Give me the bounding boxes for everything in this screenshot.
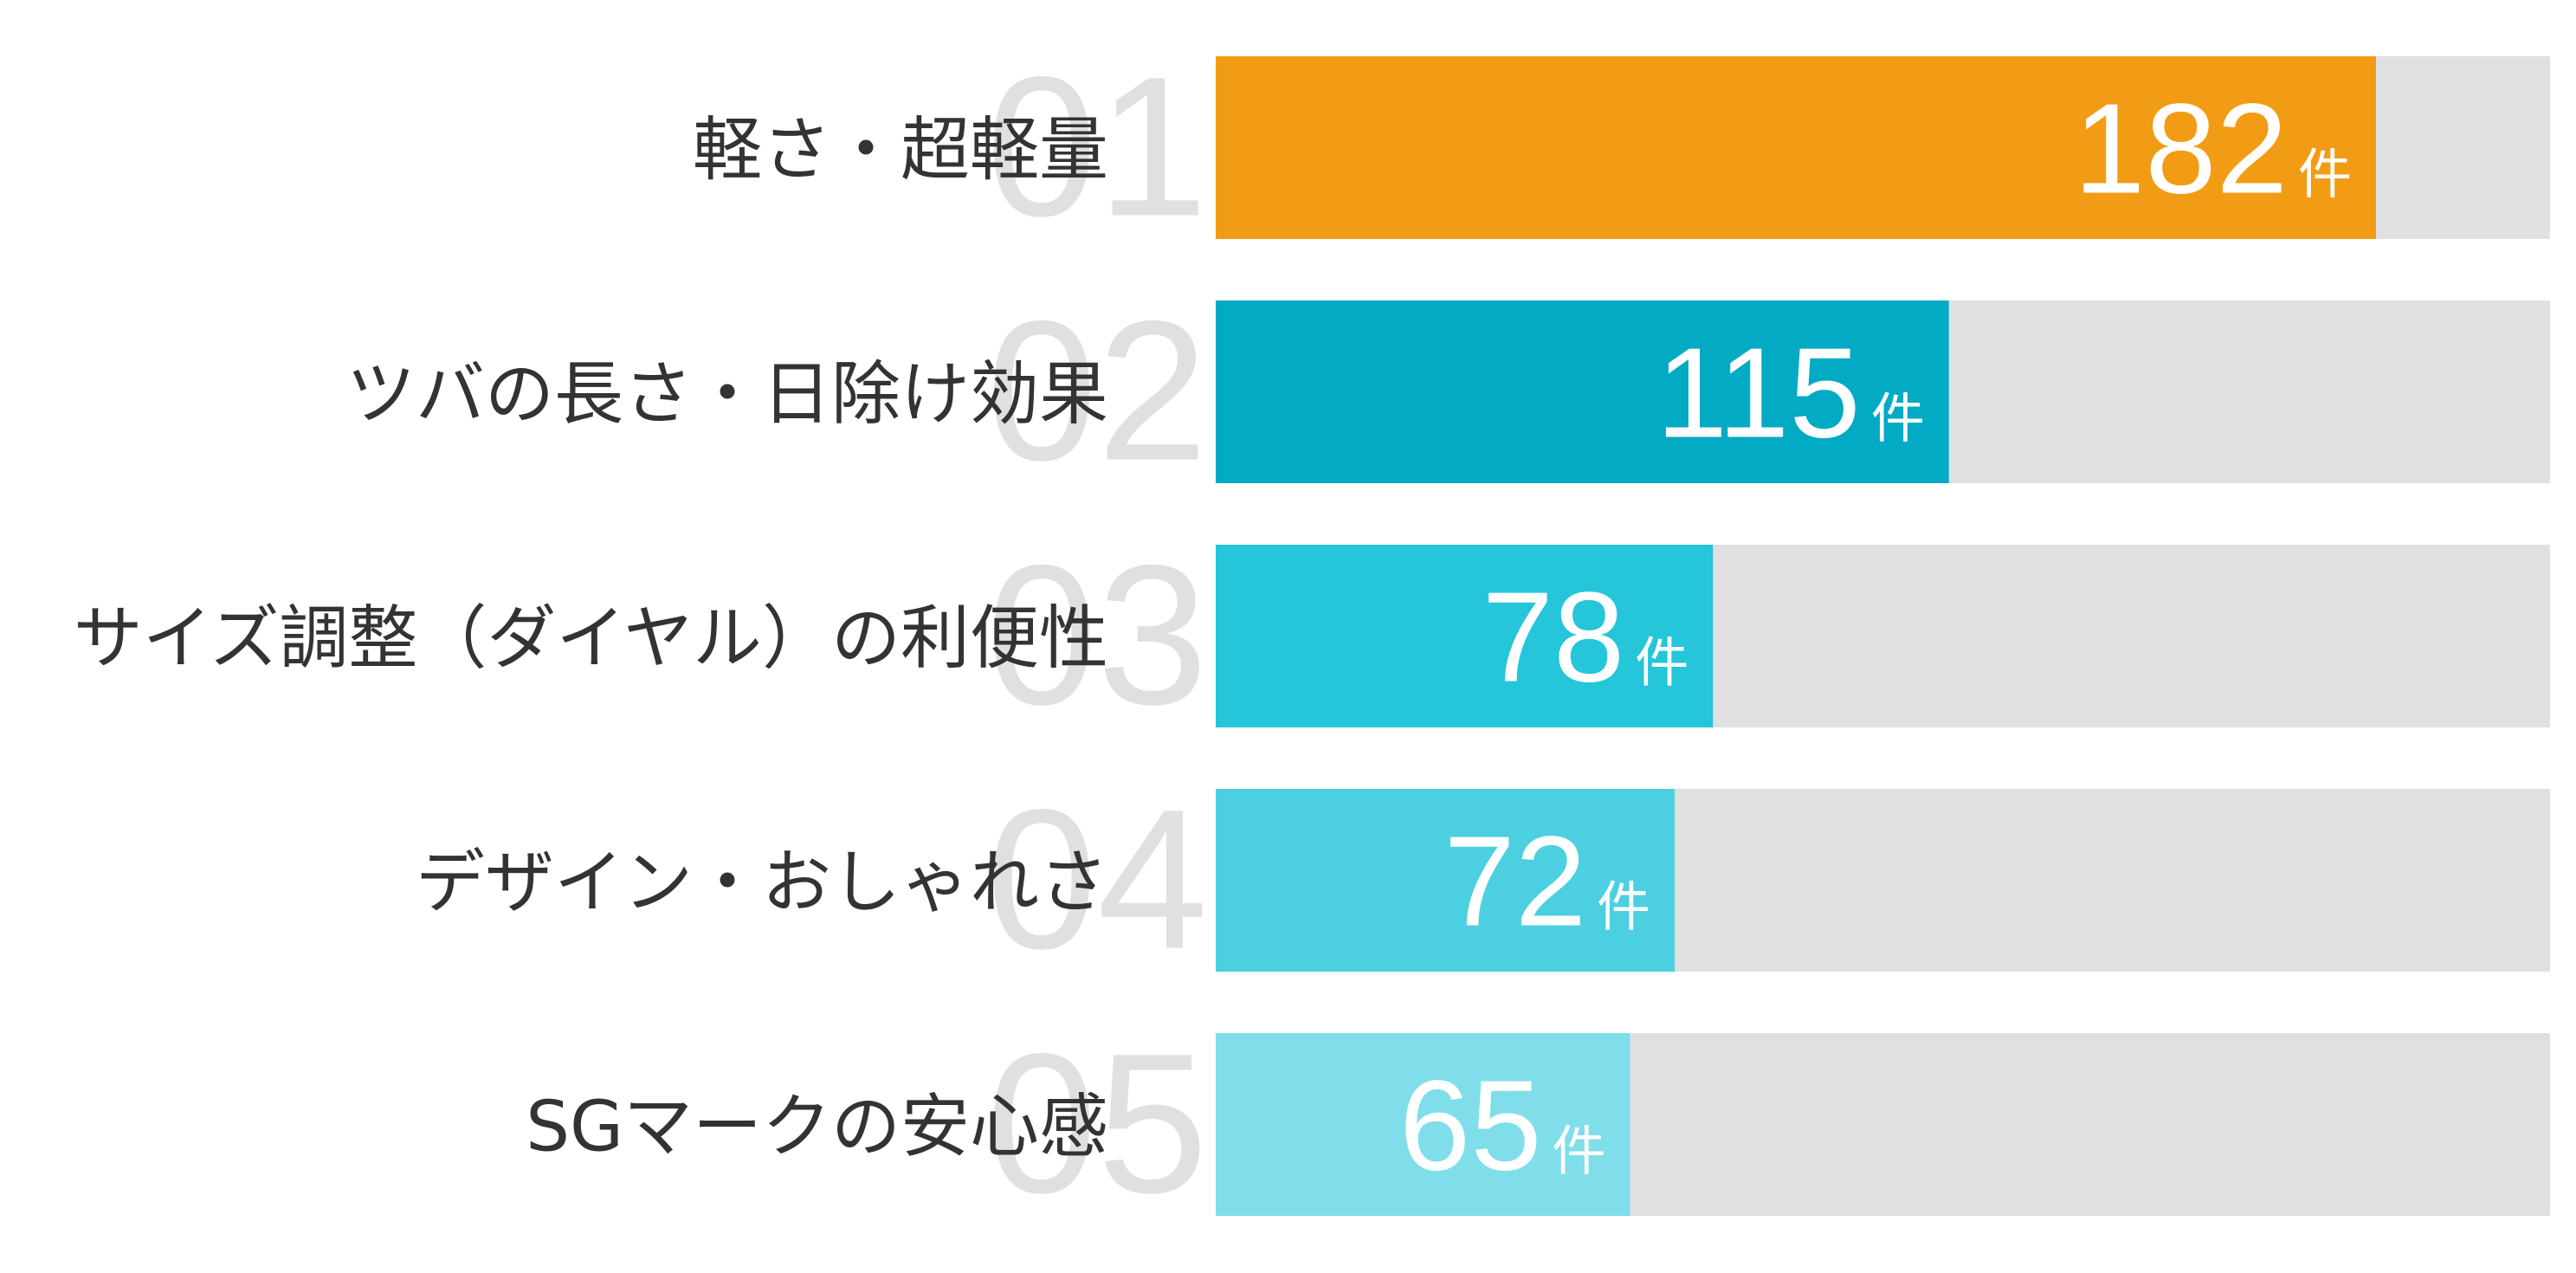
category-label: ツバの長さ・日除け効果 bbox=[346, 354, 1108, 435]
category-label: サイズ調整（ダイヤル）の利便性 bbox=[74, 598, 1108, 679]
category-label: デザイン・おしゃれさ bbox=[416, 843, 1108, 923]
value-label: 72 件 bbox=[1443, 811, 1650, 953]
bar bbox=[1216, 300, 1949, 483]
rank-number: 02 bbox=[986, 280, 1208, 502]
bar bbox=[1216, 1033, 1630, 1216]
category-label: 軽さ・超軽量 bbox=[693, 110, 1108, 191]
value-label: 115 件 bbox=[1656, 322, 1925, 465]
rank-number: 05 bbox=[986, 1012, 1208, 1235]
bar bbox=[1216, 789, 1675, 972]
category-label: SGマークの安心感 bbox=[526, 1087, 1108, 1167]
value-label: 65 件 bbox=[1399, 1055, 1606, 1198]
bar bbox=[1216, 56, 2376, 239]
rank-number: 01 bbox=[986, 36, 1208, 258]
rank-number: 03 bbox=[986, 524, 1208, 746]
bar bbox=[1216, 545, 1714, 727]
value-label: 78 件 bbox=[1482, 566, 1689, 709]
value-label: 182 件 bbox=[2074, 78, 2352, 221]
rank-number: 04 bbox=[986, 768, 1208, 991]
